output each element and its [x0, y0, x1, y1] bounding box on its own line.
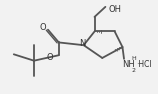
Text: ·HCl: ·HCl [136, 60, 151, 69]
Text: NH: NH [122, 60, 135, 69]
Text: O: O [47, 53, 54, 62]
Text: O: O [39, 23, 46, 32]
Text: OH: OH [109, 5, 122, 14]
Text: 2: 2 [131, 67, 135, 73]
Text: H: H [131, 56, 136, 61]
Text: N: N [79, 39, 85, 48]
